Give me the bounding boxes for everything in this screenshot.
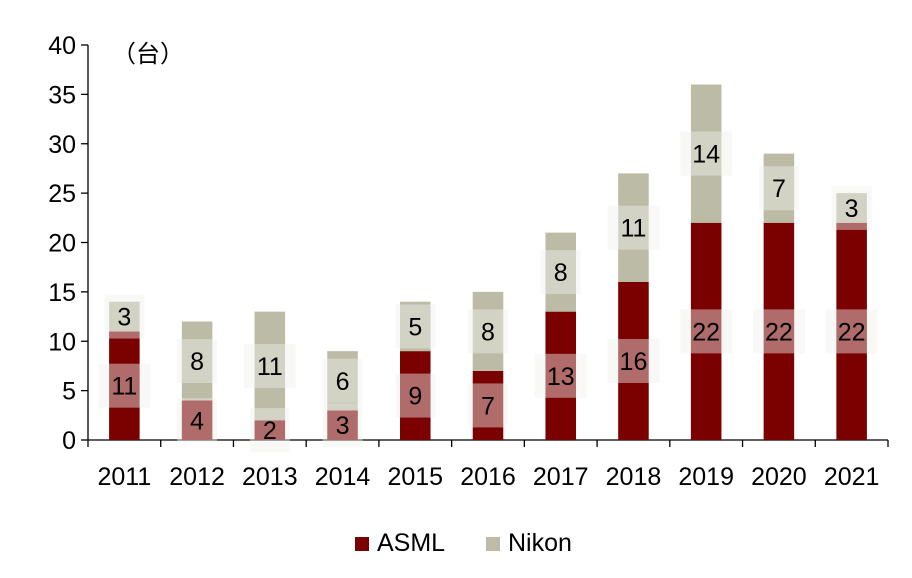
x-tick-label: 2013 xyxy=(242,463,298,491)
data-label-asml-2017: 13 xyxy=(547,363,575,391)
data-label-box xyxy=(607,339,660,383)
y-axis: 0 5 10 15 20 25 30 35 40 xyxy=(48,32,89,455)
data-label-nikon-2015: 5 xyxy=(408,313,422,341)
data-label-box xyxy=(177,398,218,443)
bar-nikon-2012 xyxy=(181,321,213,401)
data-label-box xyxy=(680,309,733,354)
x-tick-label: 2021 xyxy=(824,463,880,491)
data-label-box xyxy=(534,353,587,398)
legend-swatch-nikon xyxy=(486,537,500,551)
bar-nikon-2011 xyxy=(109,301,140,332)
bar-asml-2019 xyxy=(690,222,722,440)
x-tick-label: 2011 xyxy=(97,463,151,491)
data-label-box xyxy=(322,403,363,448)
data-label-asml-2015: 9 xyxy=(408,383,422,411)
data-label-nikon-2020: 7 xyxy=(772,175,786,203)
x-tick-label: 2019 xyxy=(678,463,734,491)
x-tick-label: 2018 xyxy=(606,463,662,491)
data-label-box xyxy=(758,166,799,211)
data-label-nikon-2013: 11 xyxy=(257,353,283,381)
x-tick-label: 2012 xyxy=(169,463,225,491)
x-tick-label: 2015 xyxy=(387,463,443,491)
data-label-nikon-2017: 8 xyxy=(554,259,568,287)
data-label-asml-2020: 22 xyxy=(765,318,793,346)
data-label-box xyxy=(395,373,436,418)
legend: ASML Nikon xyxy=(355,529,572,557)
bar-nikon-2015 xyxy=(400,301,431,352)
data-label-asml-2013: 2 xyxy=(263,417,277,445)
data-label-box xyxy=(322,358,363,403)
x-tick-label: 2020 xyxy=(751,463,807,491)
data-label-asml-2019: 22 xyxy=(692,318,720,346)
bar-nikon-2018 xyxy=(618,173,649,282)
bar-asml-2011 xyxy=(109,331,140,440)
data-label-box xyxy=(831,185,872,230)
data-label-asml-2021: 22 xyxy=(838,318,866,346)
data-label-box xyxy=(468,309,508,354)
bar-nikon-2014 xyxy=(327,351,358,411)
y-tick-label: 35 xyxy=(48,81,76,109)
legend-swatch-asml xyxy=(355,537,369,551)
data-label-box xyxy=(98,363,151,408)
bar-asml-2021 xyxy=(836,222,867,440)
data-label-box xyxy=(243,343,296,388)
bar-asml-2013 xyxy=(254,420,286,440)
unit-label: （台） xyxy=(112,40,184,68)
x-tick-label: 2016 xyxy=(460,463,516,491)
data-label-box xyxy=(104,294,145,339)
data-label-asml-2011: 11 xyxy=(111,373,137,401)
y-tick-label: 25 xyxy=(48,180,76,208)
bar-asml-2015 xyxy=(400,351,431,440)
legend-label-asml: ASML xyxy=(377,529,445,557)
x-axis: 2011 2012 2013 2014 2015 2016 2017 2018 2019 2020… xyxy=(87,439,889,491)
x-tick-label: 2014 xyxy=(315,463,371,491)
data-label-asml-2014: 3 xyxy=(336,412,350,440)
bar-asml-2012 xyxy=(181,400,213,440)
data-labels-group: 11 3 4 8 2 11 3 6 9 5 7 8 13 8 16 11 22 14 22 7 22 3 xyxy=(98,131,878,453)
data-label-box xyxy=(249,408,290,453)
y-tick-label: 10 xyxy=(48,328,76,356)
data-label-nikon-2021: 3 xyxy=(845,195,859,223)
y-tick-label: 40 xyxy=(48,32,76,60)
bar-asml-2014 xyxy=(327,410,358,440)
bar-asml-2017 xyxy=(545,311,576,440)
bar-nikon-2020 xyxy=(763,153,795,223)
data-label-nikon-2018: 11 xyxy=(620,215,646,243)
data-label-nikon-2011: 3 xyxy=(117,304,131,332)
data-label-box xyxy=(468,383,508,428)
bar-asml-2018 xyxy=(618,282,649,440)
data-label-nikon-2016: 8 xyxy=(481,318,495,346)
bar-asml-2016 xyxy=(472,370,504,440)
data-label-asml-2018: 16 xyxy=(620,348,648,376)
data-label-box xyxy=(825,309,878,354)
bar-nikon-2016 xyxy=(472,291,504,371)
bar-nikon-2013 xyxy=(254,311,286,421)
y-tick-label: 30 xyxy=(48,131,76,159)
bar-nikon-2017 xyxy=(545,232,576,312)
bars-group xyxy=(109,84,867,440)
data-label-box xyxy=(177,339,218,383)
data-label-nikon-2019: 14 xyxy=(692,141,720,169)
data-label-box xyxy=(680,131,733,176)
y-tick-label: 20 xyxy=(48,230,76,258)
y-tick-label: 0 xyxy=(62,427,76,455)
y-tick-label: 5 xyxy=(62,378,76,406)
y-tick-label: 15 xyxy=(48,279,76,307)
data-label-asml-2016: 7 xyxy=(481,392,495,420)
bar-nikon-2019 xyxy=(690,84,722,223)
data-label-asml-2012: 4 xyxy=(190,407,204,435)
data-label-box xyxy=(607,205,660,250)
legend-label-nikon: Nikon xyxy=(508,529,572,557)
data-label-box xyxy=(752,309,805,354)
bar-nikon-2021 xyxy=(836,193,867,223)
data-label-nikon-2012: 8 xyxy=(190,348,204,376)
data-label-nikon-2014: 6 xyxy=(336,368,350,396)
bar-asml-2020 xyxy=(763,222,795,440)
data-label-box xyxy=(540,250,581,295)
x-tick-label: 2017 xyxy=(533,463,589,491)
data-label-box xyxy=(395,304,436,349)
